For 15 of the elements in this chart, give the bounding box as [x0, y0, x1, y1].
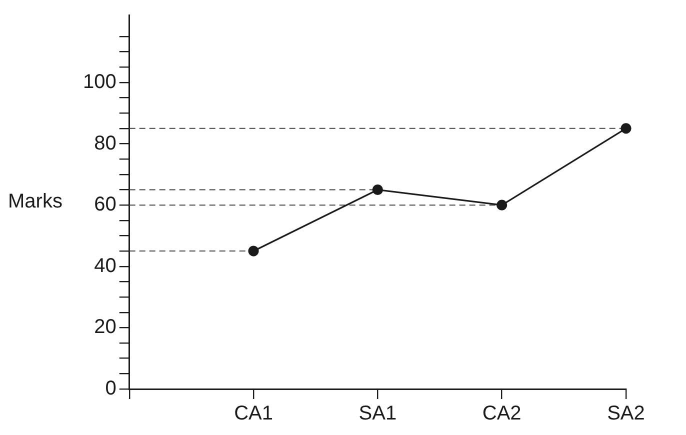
point: [496, 200, 508, 210]
y-axis-title: Marks: [8, 190, 62, 213]
x-tick-label: CA1: [234, 402, 273, 425]
x-tick-label: SA2: [607, 402, 645, 425]
point: [372, 184, 383, 196]
y-tick-label: 100: [82, 70, 116, 93]
x-tick-label: SA1: [358, 402, 397, 425]
y-tick-label: 0: [105, 378, 116, 400]
point: [620, 123, 632, 134]
point: [248, 246, 259, 256]
y-tick-label: 40: [94, 254, 116, 277]
y-tick-label: 80: [94, 132, 116, 154]
x-tick-label: CA2: [482, 402, 522, 425]
y-tick-label: 20: [94, 316, 116, 338]
y-tick-label: 60: [94, 194, 116, 216]
